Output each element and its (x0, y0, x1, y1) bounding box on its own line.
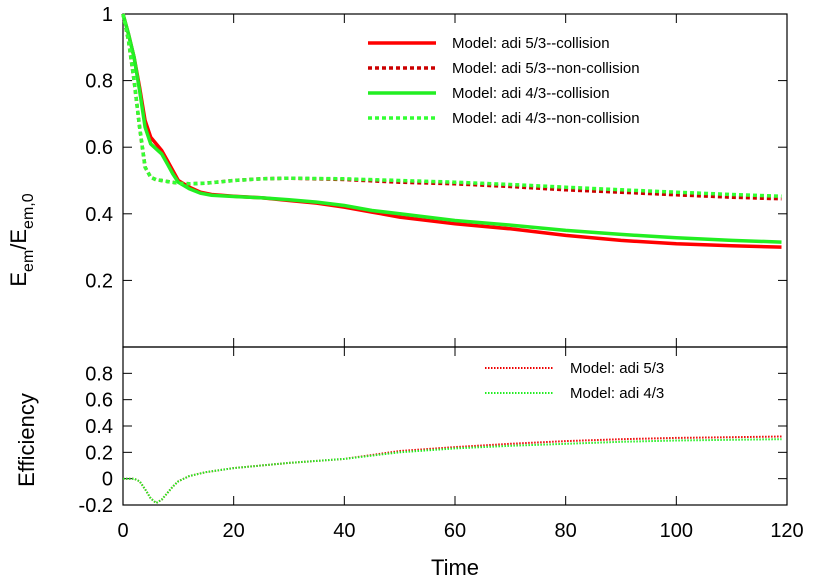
bottom-legend-label-1: Model: adi 4/3 (570, 385, 664, 402)
top-ylabel-sub: em (20, 250, 37, 272)
bottom-ytick-label: 0 (102, 469, 113, 491)
xtick-label: 120 (770, 520, 803, 542)
top-ytick-label: 0.4 (85, 204, 113, 226)
xtick-label: 80 (555, 520, 577, 542)
bottom-ytick-label: 0.8 (85, 363, 113, 385)
bottom-legend-label-0: Model: adi 5/3 (570, 360, 664, 377)
bottom-ytick-label: 0.2 (85, 442, 113, 464)
top-legend-label-3: Model: adi 4/3--non-collision (452, 110, 640, 127)
xtick-label: 40 (333, 520, 355, 542)
top-ytick-label: 0.2 (85, 270, 113, 292)
top-series-line-2 (121, 13, 782, 244)
bottom-ytick-label: -0.2 (79, 495, 113, 517)
top-ylabel: Eem/Eem,0 (6, 193, 37, 286)
bottom-series-line-1 (123, 438, 782, 505)
top-ylabel-main: E (6, 272, 31, 287)
bottom-ytick-label: 0.6 (85, 390, 113, 412)
top-ytick-label: 1 (102, 4, 113, 26)
xtick-label: 60 (444, 520, 466, 542)
top-ylabel-denom-sub: em,0 (20, 193, 37, 229)
top-legend-label-1: Model: adi 5/3--non-collision (452, 60, 640, 77)
top-legend-label-2: Model: adi 4/3--collision (452, 85, 610, 102)
x-axis-title: Time (431, 555, 479, 580)
top-ylabel-sep: /E (6, 229, 31, 250)
bottom-plot-frame (122, 346, 788, 506)
xtick-label: 20 (223, 520, 245, 542)
top-legend-label-0: Model: adi 5/3--collision (452, 35, 610, 52)
top-ytick-label: 0.6 (85, 137, 113, 159)
xtick-label: 100 (660, 520, 693, 542)
xtick-label: 0 (117, 520, 128, 542)
top-series-line-3 (121, 13, 782, 198)
bottom-ytick-label: 0.4 (85, 416, 113, 438)
top-panel: 0.2 0.4 0.6 0.8 1 Model: adi 5/3--collision Mo… (85, 4, 788, 348)
top-ytick-label: 0.8 (85, 71, 113, 93)
bottom-ylabel: Efficiency (14, 393, 39, 487)
